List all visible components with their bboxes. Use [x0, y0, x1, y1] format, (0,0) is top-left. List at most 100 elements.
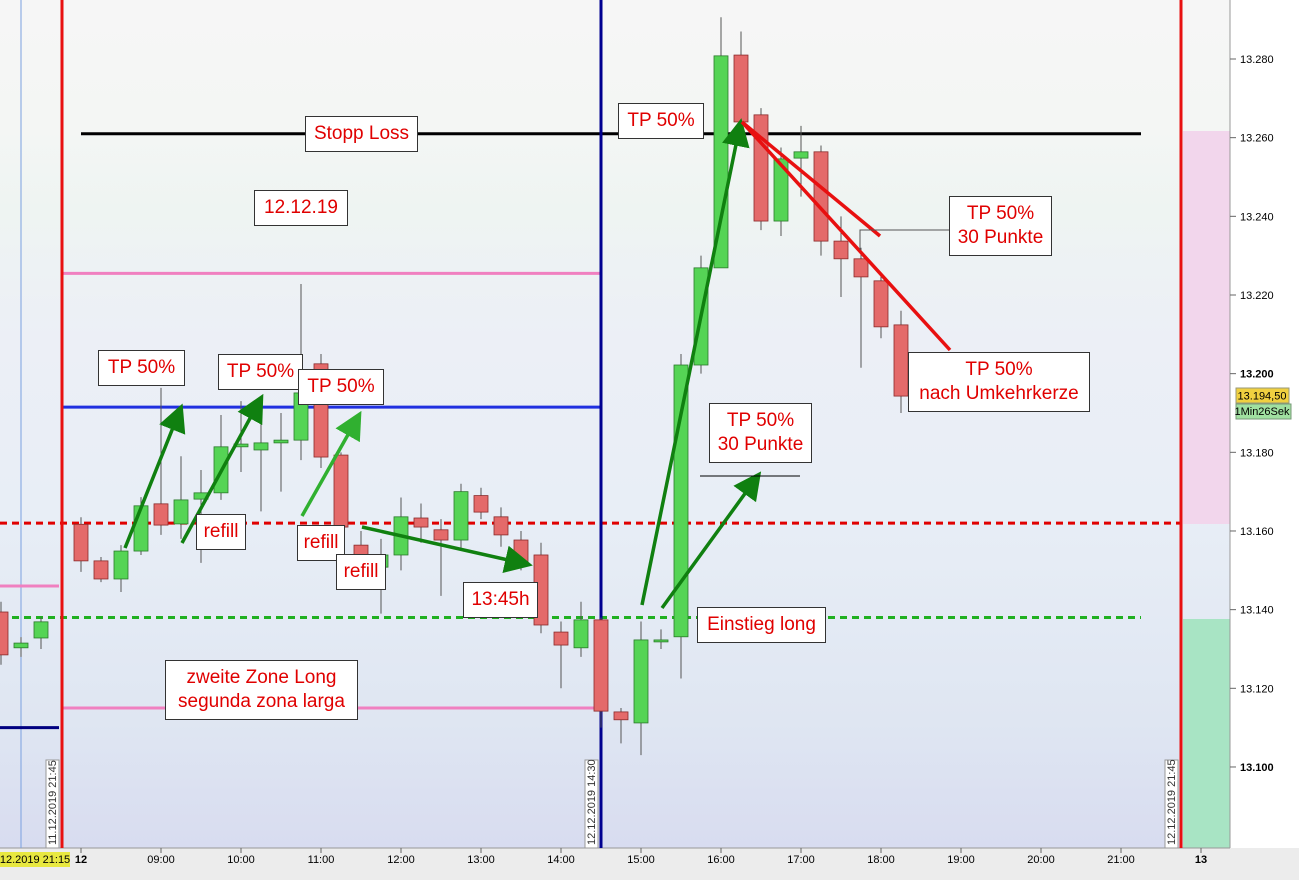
cursor-time-box — [0, 852, 70, 867]
zone-short — [1183, 131, 1230, 524]
annotation-text: refill — [343, 561, 379, 582]
candle-body — [153, 503, 169, 526]
zone-long — [1183, 619, 1230, 848]
candle-body — [473, 495, 489, 513]
annotation-text: TP 50% — [307, 376, 375, 397]
annotation-box: TP 50% — [218, 354, 303, 390]
annotation-box: Einstieg long — [697, 607, 826, 643]
x-tick-label: 21:00 — [1107, 854, 1135, 866]
x-tick-label: 11:00 — [308, 854, 335, 866]
candle-body — [273, 439, 289, 444]
candle-body — [553, 631, 569, 646]
annotation-box: refill — [336, 554, 386, 590]
trend-line — [740, 120, 882, 238]
arrows — [123, 118, 952, 610]
candle-body — [713, 55, 729, 269]
candle-body — [413, 517, 429, 528]
price-axis — [1230, 0, 1299, 848]
annotation-text: 13:45h — [471, 589, 530, 610]
annotation-text: TP 50% — [627, 110, 695, 131]
annotation-text: TP 50% — [107, 357, 176, 378]
x-tick-label: 14:00 — [547, 854, 575, 866]
arrow — [660, 471, 762, 610]
annotation-text: 30 Punkte — [717, 434, 804, 455]
annotation-text: Einstieg long — [707, 614, 816, 635]
annotation-text: zweite Zone Long — [186, 667, 337, 688]
annotation-box: refill — [297, 525, 345, 561]
x-tick-label: 18:00 — [867, 854, 895, 866]
connector — [859, 229, 950, 250]
y-tick-label: 13.160 — [1240, 526, 1274, 538]
x-tick-label: 13 — [1195, 854, 1207, 866]
candle-body — [173, 499, 189, 525]
y-tick-label: 13.260 — [1240, 133, 1274, 145]
annotation-box: TP 50% 30 Punkte — [949, 196, 1052, 256]
timer-label: 1Min26Sek — [1234, 406, 1290, 418]
annotation-text: refill — [303, 532, 339, 553]
x-tick-label: 10:00 — [227, 854, 255, 866]
candle-body — [113, 550, 129, 580]
y-tick-label: 13.120 — [1240, 683, 1274, 695]
y-tick-label: 13.180 — [1240, 447, 1274, 459]
annotation-text: refill — [203, 521, 239, 542]
x-tick-label: 17:00 — [787, 854, 815, 866]
arrow — [123, 403, 186, 549]
candle-body — [433, 529, 449, 541]
annotation-box: 13:45h — [463, 582, 538, 618]
y-tick-label: 13.200 — [1240, 369, 1274, 381]
candle-body — [593, 619, 609, 712]
timer-box — [1235, 403, 1292, 420]
time-marker-box — [1164, 759, 1179, 849]
annotation-text: 12.12.19 — [264, 197, 338, 218]
candle-body — [733, 54, 749, 123]
candle-body — [133, 505, 149, 552]
annotation-box: TP 50% — [618, 103, 704, 139]
candle-body — [793, 151, 809, 159]
x-tick-label: 13:00 — [467, 854, 495, 866]
last-price: 13.194,50 — [1238, 390, 1287, 402]
x-tick-label: 15:00 — [627, 854, 655, 866]
x-tick-label: 19:00 — [947, 854, 975, 866]
x-tick-label: 09:00 — [147, 854, 175, 866]
x-tick-label: 12:00 — [387, 854, 415, 866]
candle-body — [773, 158, 789, 222]
annotation-text: TP 50% — [226, 361, 295, 382]
annotation-box: 12.12.19 — [254, 190, 348, 226]
candle-body — [753, 114, 769, 222]
candle-body — [93, 560, 109, 580]
annotation-box: zweite Zone Long segunda zona larga — [165, 660, 358, 720]
candle-body — [573, 619, 589, 649]
annotation-box: refill — [196, 514, 246, 550]
cursor-time: 12.2019 21:15 — [0, 854, 70, 866]
annotation-text: TP 50% — [726, 410, 795, 431]
x-tick-label: 16:00 — [707, 854, 735, 866]
y-tick-label: 13.100 — [1240, 762, 1274, 774]
time-marker-box — [45, 759, 60, 849]
y-tick-label: 13.280 — [1240, 54, 1274, 66]
time-marker-box — [584, 759, 599, 849]
candle-body — [613, 711, 629, 721]
candle-body — [813, 151, 829, 242]
time-marker-label: 12.12.2019 21:45 — [1166, 759, 1178, 845]
time-axis — [0, 848, 1299, 880]
candle-body — [333, 454, 349, 528]
arrow — [300, 410, 362, 517]
time-marker-label: 12.12.2019 14:30 — [586, 759, 598, 845]
candle-body — [833, 240, 849, 260]
y-tick-label: 13.140 — [1240, 605, 1274, 617]
annotation-text: TP 50% — [965, 359, 1033, 380]
annotation-text: nach Umkehrkerze — [919, 383, 1079, 404]
annotation-text: 30 Punkte — [957, 227, 1044, 248]
annotation-text: Stopp Loss — [313, 123, 410, 144]
arrow — [180, 393, 264, 544]
annotation-box: TP 50% — [98, 350, 185, 386]
y-tick-label: 13.240 — [1240, 211, 1274, 223]
candle-body — [13, 642, 29, 649]
candle-body — [33, 621, 49, 639]
time-marker-label: 11.12.2019 21:45 — [47, 760, 59, 845]
plot-background — [0, 0, 1230, 848]
candle-body — [493, 516, 509, 536]
candle-body — [73, 523, 89, 562]
candle-body — [453, 491, 469, 541]
annotation-box: TP 50% — [298, 369, 384, 405]
